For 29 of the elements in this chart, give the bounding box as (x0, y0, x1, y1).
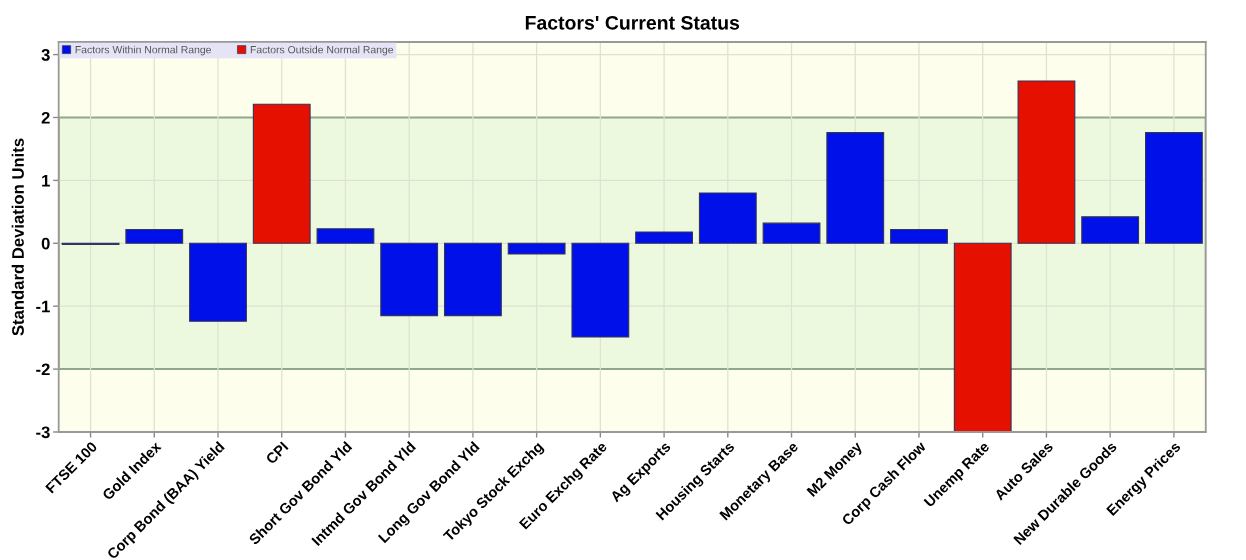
bar (635, 231, 693, 244)
y-tick-label: 0 (41, 237, 50, 250)
y-axis-title: Standard Deviation Units (11, 138, 24, 336)
bar (189, 242, 247, 322)
bar (1017, 80, 1076, 244)
bar (507, 242, 566, 255)
bar (890, 228, 948, 244)
bar (571, 242, 630, 338)
bar (316, 228, 375, 244)
bar (380, 242, 439, 317)
bar (698, 192, 757, 244)
legend-label: Factors Within Normal Range (75, 45, 211, 56)
bar (252, 103, 311, 244)
legend-label: Factors Outside Normal Range (250, 45, 394, 56)
bar (125, 228, 184, 244)
bar (762, 222, 821, 244)
y-tick-label: -2 (36, 363, 50, 376)
bar (826, 132, 885, 244)
bar (1081, 216, 1140, 244)
chart-title: Factors' Current Status (525, 15, 740, 30)
x-tick-label: CPI (265, 441, 289, 465)
y-tick-label: 2 (41, 111, 50, 124)
bar (1144, 132, 1203, 244)
bar (443, 242, 502, 317)
y-tick-label: 3 (41, 48, 50, 61)
y-tick-label: -3 (36, 426, 50, 439)
bar (953, 242, 1012, 432)
y-tick-label: -1 (36, 300, 50, 313)
y-tick-label: 1 (42, 174, 50, 187)
